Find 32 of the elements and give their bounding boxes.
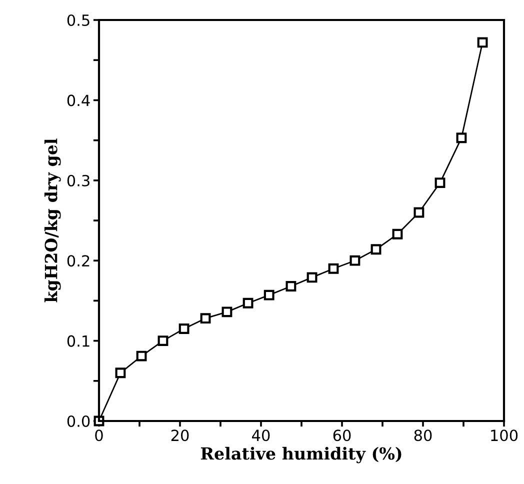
point	[242, 298, 254, 308]
point	[178, 324, 190, 334]
point	[264, 290, 274, 300]
point	[350, 255, 360, 266]
y-tick-label: 0.4	[67, 94, 90, 106]
point	[306, 272, 318, 283]
x-tick-label: 80	[414, 430, 432, 442]
y-axis-title: kgH2O/kg dry gel	[44, 138, 61, 302]
point	[456, 132, 467, 144]
x-tick-label: 40	[252, 430, 270, 442]
point	[370, 244, 382, 255]
point	[136, 350, 147, 362]
x-axis-title: Relative humidity (%)	[200, 446, 402, 464]
point	[158, 336, 168, 346]
x-tick-label: 20	[171, 430, 189, 442]
y-tick-label: 0.0	[67, 415, 90, 428]
point	[115, 368, 126, 378]
point	[286, 281, 296, 292]
point	[477, 37, 488, 48]
point	[222, 306, 232, 318]
point	[434, 178, 446, 188]
point	[392, 228, 403, 240]
y-tick-label: 0.1	[67, 335, 90, 347]
x-tick-label: 100	[491, 430, 518, 442]
y-tick-label: 0.2	[67, 255, 90, 267]
point	[200, 313, 211, 324]
x-tick-label: 0	[95, 430, 103, 442]
y-tick-label: 0.3	[67, 174, 90, 186]
x-tick-label: 60	[333, 430, 351, 442]
y-tick-label: 0.5	[67, 14, 90, 26]
point	[414, 207, 424, 218]
point	[328, 263, 339, 274]
